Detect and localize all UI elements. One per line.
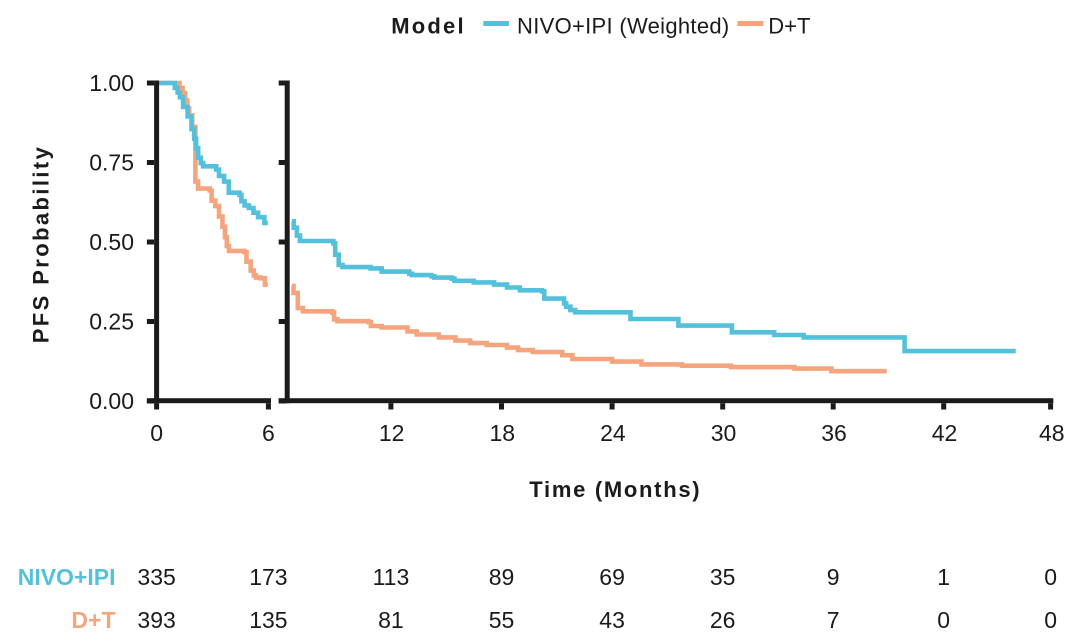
svg-text:12: 12 xyxy=(379,420,405,446)
svg-text:135: 135 xyxy=(249,607,287,633)
svg-text:9: 9 xyxy=(827,564,840,590)
svg-text:Model: Model xyxy=(391,14,466,39)
svg-text:24: 24 xyxy=(600,420,626,446)
svg-text:26: 26 xyxy=(710,607,736,633)
svg-text:69: 69 xyxy=(599,564,625,590)
svg-text:6: 6 xyxy=(262,420,275,446)
svg-text:393: 393 xyxy=(137,607,175,633)
svg-text:0.25: 0.25 xyxy=(89,309,134,335)
svg-text:7: 7 xyxy=(827,607,840,633)
svg-text:0: 0 xyxy=(1044,607,1057,633)
svg-text:1: 1 xyxy=(937,564,950,590)
svg-text:Time (Months): Time (Months) xyxy=(529,477,701,502)
svg-text:0: 0 xyxy=(150,420,163,446)
svg-text:0: 0 xyxy=(937,607,950,633)
svg-text:18: 18 xyxy=(490,420,516,446)
svg-text:35: 35 xyxy=(710,564,736,590)
svg-text:0.50: 0.50 xyxy=(89,229,134,255)
svg-text:43: 43 xyxy=(599,607,625,633)
svg-text:89: 89 xyxy=(489,564,515,590)
svg-text:D+T: D+T xyxy=(768,14,810,39)
svg-text:81: 81 xyxy=(378,607,404,633)
svg-text:173: 173 xyxy=(249,564,287,590)
svg-text:36: 36 xyxy=(821,420,847,446)
svg-text:D+T: D+T xyxy=(71,607,115,633)
svg-text:42: 42 xyxy=(932,420,958,446)
svg-text:0.00: 0.00 xyxy=(89,388,134,414)
svg-text:0: 0 xyxy=(1044,564,1057,590)
svg-text:NIVO+IPI (Weighted): NIVO+IPI (Weighted) xyxy=(517,14,730,39)
svg-text:113: 113 xyxy=(373,564,410,590)
svg-text:NIVO+IPI: NIVO+IPI xyxy=(18,564,116,590)
svg-text:335: 335 xyxy=(137,564,175,590)
svg-text:55: 55 xyxy=(489,607,515,633)
svg-text:30: 30 xyxy=(711,420,737,446)
svg-text:48: 48 xyxy=(1039,420,1065,446)
svg-text:PFS Probability: PFS Probability xyxy=(29,145,54,344)
svg-text:1.00: 1.00 xyxy=(89,70,134,96)
svg-text:0.75: 0.75 xyxy=(89,150,134,176)
